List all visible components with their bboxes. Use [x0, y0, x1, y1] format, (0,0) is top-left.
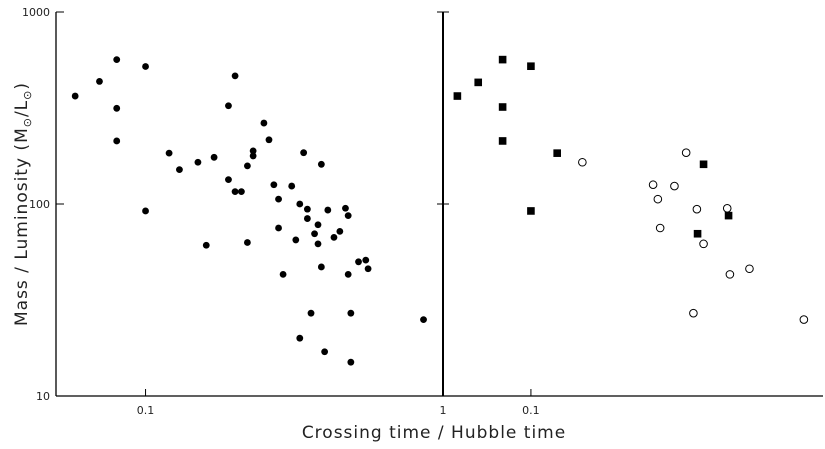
data-point-open-circle: [681, 148, 691, 158]
data-point-filled-circle: [71, 92, 79, 100]
data-point-filled-circle: [279, 270, 287, 278]
data-point-filled-circle: [317, 263, 325, 271]
data-point-filled-circle: [336, 227, 344, 235]
data-point-filled-circle: [231, 72, 239, 80]
data-point-filled-circle: [202, 241, 210, 249]
data-point-filled-circle: [260, 119, 268, 127]
data-point-filled-circle: [317, 160, 325, 168]
data-point-open-circle: [692, 204, 702, 214]
y-tick-label: 1000: [22, 6, 50, 19]
data-point-filled-circle: [288, 182, 296, 190]
data-point-filled-circle: [314, 221, 322, 229]
data-point-filled-square: [724, 211, 733, 220]
data-point-filled-circle: [321, 348, 329, 356]
data-point-filled-circle: [243, 162, 251, 170]
x-tick-label: 0.1: [137, 404, 155, 417]
y-axis-title: Mass / Luminosity (M⊙/L⊙): [12, 82, 34, 326]
data-point-filled-circle: [237, 188, 245, 196]
data-point-filled-circle: [275, 195, 282, 203]
data-point-filled-square: [553, 149, 561, 157]
data-point-filled-square: [474, 78, 483, 87]
data-point-filled-circle: [275, 224, 282, 232]
data-point-filled-circle: [303, 205, 311, 213]
data-point-filled-circle: [303, 215, 311, 222]
data-point-filled-circle: [176, 166, 183, 174]
data-point-open-circle: [670, 181, 679, 191]
data-point-filled-circle: [362, 256, 370, 264]
data-point-filled-circle: [249, 152, 257, 160]
data-point-filled-circle: [142, 63, 149, 70]
data-point-filled-circle: [96, 78, 103, 85]
data-point-filled-circle: [311, 230, 318, 238]
data-point-filled-circle: [270, 181, 278, 189]
data-point-filled-circle: [344, 212, 352, 220]
data-point-filled-circle: [292, 236, 300, 244]
data-point-filled-circle: [265, 136, 273, 144]
data-point-filled-circle: [296, 334, 304, 342]
data-point-filled-circle: [300, 149, 308, 157]
data-point-filled-circle: [249, 147, 257, 155]
data-point-filled-circle: [355, 258, 362, 266]
data-point-filled-circle: [165, 149, 173, 157]
data-point-filled-square: [498, 55, 507, 64]
x-tick-label: 0.1: [522, 404, 540, 417]
data-point-filled-circle: [347, 309, 355, 317]
data-point-filled-circle: [243, 239, 251, 246]
data-point-filled-circle: [364, 265, 372, 273]
data-point-filled-square: [693, 229, 702, 238]
data-point-filled-circle: [307, 309, 315, 317]
data-point-open-circle: [578, 157, 587, 167]
data-point-filled-circle: [225, 102, 232, 110]
data-point-filled-circle: [296, 200, 304, 208]
data-point-open-circle: [799, 315, 809, 324]
data-point-filled-circle: [314, 240, 322, 248]
data-point-filled-square: [527, 62, 535, 71]
data-point-filled-square: [699, 160, 708, 169]
data-point-filled-circle: [210, 153, 218, 161]
data-point-filled-circle: [142, 207, 149, 215]
data-point-open-circle: [725, 270, 735, 279]
data-point-filled-circle: [231, 188, 239, 196]
data-point-filled-circle: [225, 176, 232, 183]
data-point-open-circle: [722, 203, 732, 213]
data-point-open-circle: [745, 264, 754, 274]
data-point-filled-circle: [194, 158, 202, 166]
data-point-filled-square: [453, 92, 462, 100]
y-tick-label: 10: [36, 390, 50, 403]
data-point-filled-circle: [347, 358, 355, 366]
data-point-filled-square: [498, 137, 507, 145]
data-point-filled-circle: [113, 137, 121, 145]
data-point-open-circle: [699, 239, 708, 249]
y-tick-label: 100: [29, 198, 50, 211]
data-point-filled-circle: [324, 206, 332, 214]
data-point-open-circle: [689, 308, 698, 318]
data-point-filled-circle: [113, 104, 121, 112]
data-point-open-circle: [655, 223, 665, 233]
data-point-filled-circle: [420, 316, 427, 323]
x-axis-title: Crossing time / Hubble time: [302, 423, 566, 443]
x-tick-label: 1: [440, 404, 447, 417]
data-point-filled-circle: [342, 204, 349, 212]
data-point-open-circle: [648, 180, 658, 190]
data-point-filled-square: [498, 103, 507, 111]
data-point-filled-circle: [330, 233, 338, 241]
data-point-filled-square: [527, 207, 535, 215]
data-point-open-circle: [653, 194, 663, 204]
data-point-filled-circle: [113, 56, 121, 64]
data-point-filled-circle: [344, 270, 352, 278]
